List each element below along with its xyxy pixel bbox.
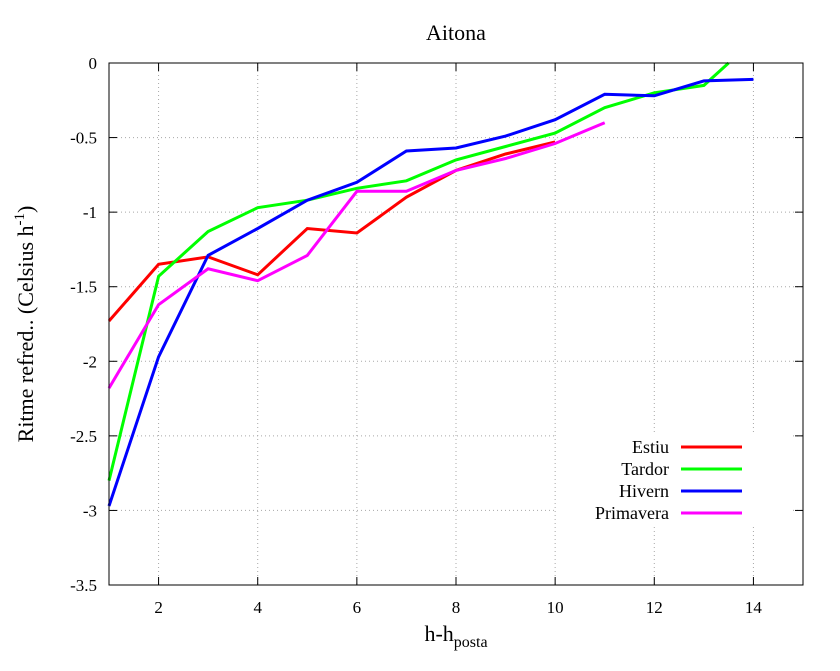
x-tick-label: 12 (646, 598, 663, 617)
y-axis-label-superscript: -1 (12, 213, 28, 226)
y-axis-label-main: Ritme refred.. (Celsius h (13, 225, 38, 442)
series-line-primavera (107, 121, 606, 389)
x-tick-label: 6 (353, 598, 362, 617)
legend-label-estiu: Estiu (632, 437, 669, 457)
y-tick-label: -2 (83, 352, 97, 371)
y-tick-label: -1 (83, 203, 97, 222)
y-tick-label: -1.5 (70, 278, 97, 297)
y-tick-label: -2.5 (70, 427, 97, 446)
y-axis-label-end: ) (13, 206, 38, 213)
legend-label-hivern: Hivern (619, 481, 669, 501)
y-axis-label: Ritme refred.. (Celsius h-1) (12, 206, 38, 443)
y-tick-label: -0.5 (70, 129, 97, 148)
legend-background (556, 433, 792, 527)
legend-label-tardor: Tardor (621, 459, 669, 479)
x-axis-label-main: h-h (424, 621, 453, 646)
y-tick-label: -3.5 (70, 576, 97, 595)
legend-label-primavera: Primavera (595, 503, 669, 523)
x-tick-label: 4 (253, 598, 262, 617)
series-line-estiu (107, 140, 556, 322)
y-tick-label: 0 (89, 54, 98, 73)
x-tick-label: 10 (547, 598, 564, 617)
x-axis-label: h-hposta (424, 621, 487, 651)
series-line-hivern (107, 77, 754, 507)
chart-title: Aitona (426, 20, 486, 45)
grid-lines (109, 62, 803, 586)
axis-ticks: 2 4 6 8 10 12 14 0 -0.5 -1 -1.5 -2 -2.5 -3 -3.5 (70, 54, 803, 617)
x-axis-label-subscript: posta (454, 634, 488, 651)
y-tick-label: -3 (83, 501, 97, 520)
x-tick-label: 2 (154, 598, 163, 617)
x-tick-label: 14 (745, 598, 763, 617)
x-tick-label: 8 (452, 598, 461, 617)
series-lines (107, 61, 754, 507)
